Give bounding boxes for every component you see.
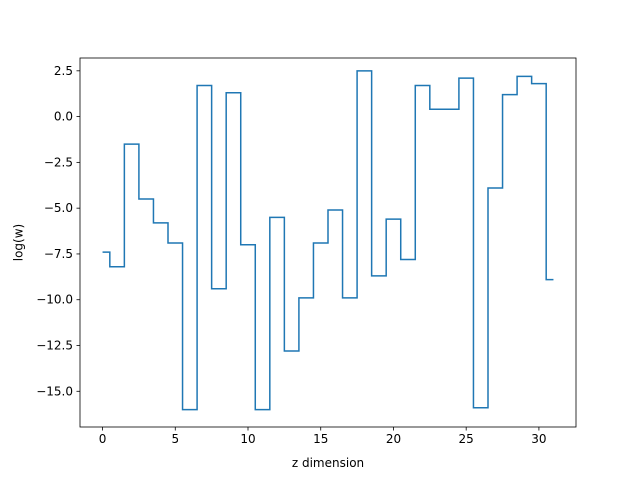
x-tick-label: 20 (386, 432, 401, 446)
x-tick-label: 30 (531, 432, 546, 446)
y-tick-label: −12.5 (36, 339, 73, 353)
x-tick-label: 0 (99, 432, 107, 446)
x-tick-label: 15 (313, 432, 328, 446)
y-tick-label: 2.5 (54, 64, 73, 78)
x-axis-title: z dimension (292, 456, 364, 470)
x-axis-ticks: 0 5 10 15 20 25 30 (99, 427, 547, 446)
y-tick-label: −2.5 (44, 155, 73, 169)
series-layer (102, 70, 554, 411)
plot-frame (79, 57, 577, 428)
y-tick-label: −7.5 (44, 247, 73, 261)
y-tick-label: 0.0 (54, 110, 73, 124)
y-axis-ticks: 2.5 0.0 −2.5 −5.0 −7.5 −10.0 −12.5 −15.0 (36, 64, 80, 398)
y-tick-label: −5.0 (44, 201, 73, 215)
x-tick-label: 25 (459, 432, 474, 446)
y-tick-label: −15.0 (36, 384, 73, 398)
x-tick-label: 10 (240, 432, 255, 446)
series-line-0 (102, 70, 554, 411)
y-axis-title: log(w) (12, 224, 26, 261)
y-tick-label: −10.0 (36, 293, 73, 307)
x-tick-label: 5 (171, 432, 179, 446)
